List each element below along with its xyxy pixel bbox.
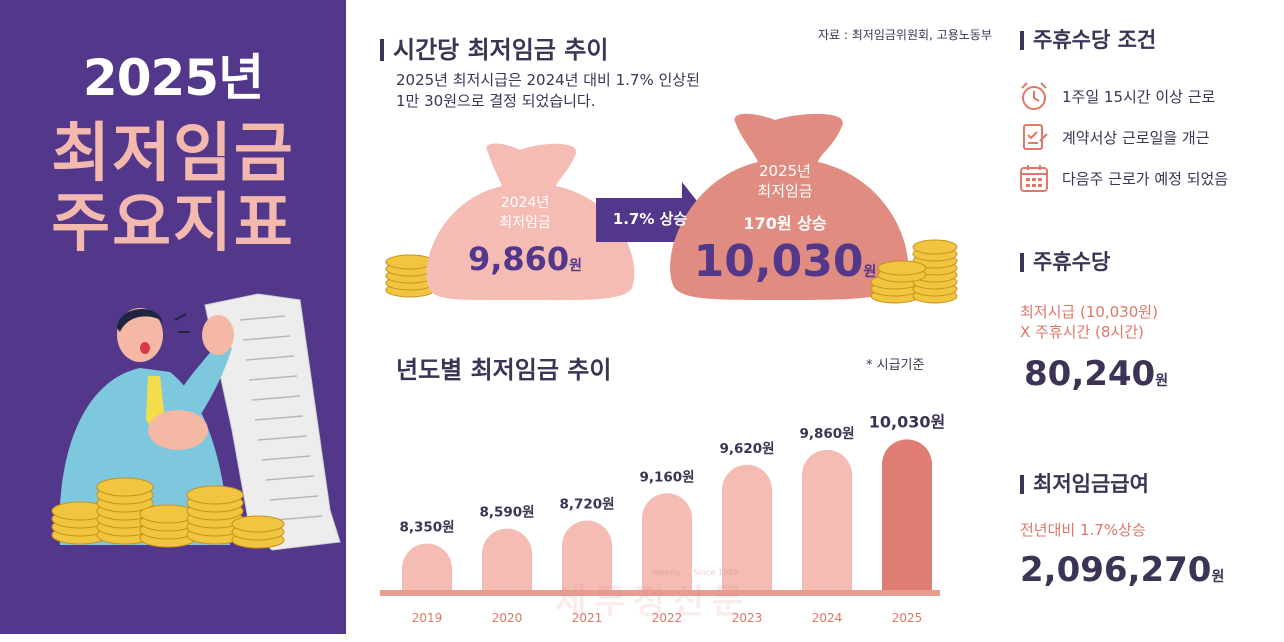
chart-data-label-2021: 8,720원 — [559, 497, 614, 513]
bag-2024-unit: 원 — [569, 258, 583, 274]
watermark: 세무정신문 — [555, 582, 752, 622]
min-wage-pay-amount: 2,096,270원 — [1020, 550, 1224, 590]
allowance-formula-line2: X 주휴시간 (8시간) — [1020, 323, 1144, 341]
rise-arrow-label: 1.7% 상승 — [612, 210, 688, 228]
bag-2024-year: 2024년 — [500, 195, 550, 211]
weekly-allowance-amount: 80,240원 — [1024, 354, 1168, 394]
coin-stack-right — [870, 239, 958, 304]
bag-2025-unit: 원 — [863, 264, 877, 280]
condition-text: 1주일 15시간 이상 근로 — [1062, 88, 1216, 106]
chart-bar-2023 — [722, 464, 772, 590]
hourly-wage-heading: 시간당 최저임금 추이 — [380, 30, 608, 65]
poster-title-line2: 주요지표 — [51, 187, 295, 261]
poster-title-line1: 최저임금 — [51, 117, 295, 191]
chart-data-label-2023: 9,620원 — [719, 441, 774, 457]
money-bag-2024 — [426, 143, 635, 301]
bag-2025-label: 최저임금 — [757, 182, 813, 200]
poster-year: 2025년 — [82, 49, 264, 107]
hourly-wage-title: 시간당 최저임금 추이 — [393, 36, 609, 64]
calendar-icon — [1020, 165, 1048, 192]
worker-reading-receipt-illustration — [51, 293, 341, 551]
yearly-wage-heading: 년도별 최저임금 추이 — [396, 350, 611, 385]
coin-stack-left — [385, 254, 435, 298]
allowance-formula-line1: 최저시급 (10,030원) — [1020, 303, 1158, 321]
chart-bar-2022 — [642, 493, 692, 590]
source-note: 자료 : 최저임금위원회, 고용노동부 — [818, 28, 992, 42]
bag-2024-amount: 9,860원 — [440, 240, 610, 278]
chart-data-label-2025: 10,030원 — [869, 412, 945, 431]
chart-bar-2021 — [562, 520, 612, 590]
chart-data-label-2019: 8,350원 — [399, 520, 454, 536]
hourly-desc-line1: 2025년 최저시급은 2024년 대비 1.7% 인상된 — [396, 71, 700, 89]
weekly-allowance-value: 80,240 — [1024, 354, 1156, 394]
condition-text: 계약서상 근로일을 개근 — [1062, 129, 1210, 147]
min-wage-pay-value: 2,096,270 — [1020, 550, 1212, 590]
chart-x-tick-2025: 2025 — [892, 611, 923, 625]
bag-2024-amount-value: 9,860 — [467, 240, 570, 278]
chart-x-tick-2022: 2022 — [652, 611, 683, 625]
money-bag-2025 — [670, 113, 909, 300]
chart-x-tick-2024: 2024 — [812, 611, 843, 625]
chart-unit-note: * 시급기준 — [866, 358, 925, 373]
condition-text: 다음주 근로가 예정 되었음 — [1062, 170, 1229, 188]
yearly-wage-bar-chart: 8,350원 2019 8,590원 2020 8,720원 2021 9,160원 2022… — [380, 412, 945, 625]
min-wage-pay-title: 최저임금급여 — [1033, 472, 1149, 496]
bag-2025-rise: 170원 상승 — [743, 214, 827, 233]
bag-2024-label: 최저임금 — [499, 215, 551, 231]
poster-panel: 2025년 최저임금 주요지표 — [0, 0, 346, 634]
chart-x-tick-2021: 2021 — [572, 611, 603, 625]
contract-check-icon — [1023, 124, 1048, 150]
watermark-small: Weekly ... Since 1989 — [652, 568, 739, 577]
chart-data-label-2024: 9,860원 — [799, 426, 854, 442]
chart-bar-2019 — [402, 543, 452, 590]
chart-bar-2020 — [482, 528, 532, 590]
chart-baseline — [380, 590, 940, 596]
chart-x-tick-2020: 2020 — [492, 611, 523, 625]
weekly-conditions-heading: 주휴수당 조건 — [1020, 24, 1156, 54]
weekly-allowance-unit: 원 — [1155, 373, 1169, 389]
chart-bar-2025 — [882, 439, 932, 590]
chart-bar-2024 — [802, 449, 852, 590]
bag-2025-amount: 10,030원 — [680, 236, 890, 287]
coin-stacks — [51, 477, 285, 549]
weekly-allowance-heading: 주휴수당 — [1020, 246, 1110, 276]
chart-data-label-2022: 9,160원 — [639, 469, 694, 485]
chart-data-label-2020: 8,590원 — [479, 505, 534, 521]
chart-x-tick-2023: 2023 — [732, 611, 763, 625]
weekly-allowance-title: 주휴수당 — [1033, 250, 1111, 274]
yearly-wage-title: 년도별 최저임금 추이 — [396, 356, 612, 384]
hourly-desc-line2: 1만 30원으로 결정 되었습니다. — [396, 92, 596, 110]
alarm-clock-icon — [1021, 82, 1047, 110]
min-wage-pay-heading: 최저임금급여 — [1020, 468, 1149, 498]
weekly-conditions-title: 주휴수당 조건 — [1033, 28, 1157, 52]
money-bags-graphic — [385, 113, 958, 304]
bag-2025-amount-value: 10,030 — [693, 236, 864, 287]
bag-2025-year: 2025년 — [759, 162, 811, 180]
min-wage-pay-subtitle: 전년대비 1.7%상승 — [1020, 521, 1146, 539]
min-wage-pay-unit: 원 — [1211, 569, 1225, 585]
chart-x-tick-2019: 2019 — [412, 611, 443, 625]
